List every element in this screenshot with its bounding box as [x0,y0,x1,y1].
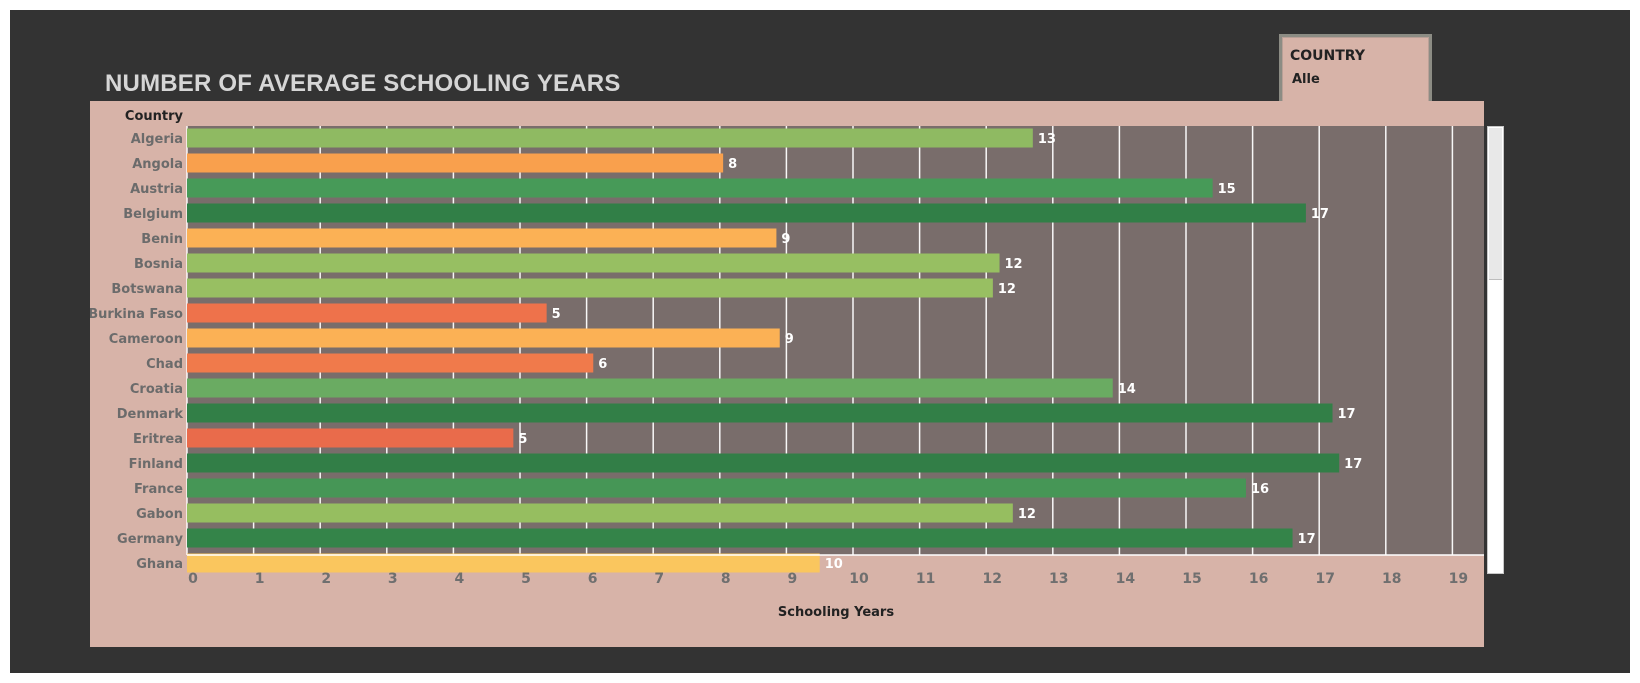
axis-layer: 0 1 2 3 4 5 6 7 8 9 10 11 12 13 14 15 16 17 18 19 [187,554,1484,587]
data-label: 8 [728,157,737,172]
x-tick-label: 0 [188,571,198,587]
country-label: Chad [146,357,183,372]
country-label: Bosnia [134,257,183,272]
data-label: 6 [598,357,607,372]
country-label: Belgium [123,207,183,222]
data-label: 12 [1005,257,1023,272]
bar[interactable] [187,353,594,373]
data-label: 5 [552,307,561,322]
bar[interactable] [187,503,1013,523]
scrollbar-thumb[interactable] [1489,128,1502,280]
x-tick-label: 16 [1249,571,1268,587]
country-label: Eritrea [133,432,183,447]
bar[interactable] [187,428,514,448]
category-header: Country [125,109,184,124]
bar[interactable] [187,378,1113,398]
bar[interactable] [187,553,820,573]
x-tick-label: 11 [916,571,935,587]
data-label: 17 [1344,457,1362,472]
vertical-scrollbar[interactable] [1487,126,1504,574]
x-tick-label: 10 [849,571,869,587]
country-label: Burkina Faso [90,307,183,322]
label-layer: 13 Algeria 8 Angola 15 Austria 17 Belgium 9 Benin… [90,132,1362,572]
bar[interactable] [187,228,777,248]
data-label: 13 [1038,132,1056,147]
x-tick-label: 7 [654,571,664,587]
bar[interactable] [187,178,1213,198]
x-tick-label: 2 [321,571,331,587]
bar[interactable] [187,328,780,348]
data-label: 14 [1118,382,1136,397]
filter-label: COUNTRY [1290,48,1365,64]
country-label: Ghana [136,557,183,572]
country-label: Finland [129,457,183,472]
country-label: Cameroon [109,332,183,347]
data-label: 16 [1251,482,1269,497]
data-label: 12 [1018,507,1036,522]
bar[interactable] [187,278,993,298]
x-tick-label: 8 [721,571,731,587]
bar[interactable] [187,153,724,173]
bar[interactable] [187,478,1246,498]
country-label: Gabon [136,507,183,522]
country-label: Algeria [131,132,183,147]
x-tick-label: 17 [1315,571,1334,587]
data-label: 17 [1298,532,1316,547]
country-label: France [134,482,183,497]
data-label: 15 [1218,182,1236,197]
data-label: 17 [1338,407,1356,422]
country-label: Croatia [130,382,183,397]
filter-value[interactable]: Alle [1292,72,1320,87]
x-tick-label: 5 [521,571,531,587]
data-label: 10 [825,557,843,572]
bar-chart: 13Algeria8Angola15Austria17Belgium9Benin… [90,109,1484,620]
x-tick-label: 3 [388,571,398,587]
x-tick-label: 14 [1116,571,1136,587]
country-label: Angola [132,157,183,172]
x-tick-label: 13 [1049,571,1068,587]
x-axis-label: Schooling Years [778,605,894,620]
bar-layer [187,128,1340,573]
x-tick-label: 18 [1382,571,1401,587]
bar[interactable] [187,453,1340,473]
dashboard-title: NUMBER OF AVERAGE SCHOOLING YEARS [105,70,621,97]
chart-panel: 13 Algeria 8 Angola 15 Austria 17 Belgium 9 Benin… [90,101,1484,647]
data-label: 9 [785,332,794,347]
x-tick-label: 15 [1182,571,1201,587]
x-tick-label: 9 [788,571,798,587]
bar[interactable] [187,203,1306,223]
data-label: 12 [998,282,1016,297]
bar[interactable] [187,128,1033,148]
x-tick-label: 6 [588,571,598,587]
bar[interactable] [187,303,547,323]
x-tick-label: 4 [455,571,465,587]
country-label: Austria [130,182,183,197]
bar[interactable] [187,253,1000,273]
x-tick-label: 1 [255,571,265,587]
country-label: Botswana [111,282,183,297]
x-tick-label: 19 [1449,571,1468,587]
data-label: 5 [518,432,527,447]
x-tick-label: 12 [982,571,1001,587]
country-label: Benin [141,232,183,247]
country-label: Germany [117,532,183,547]
bar[interactable] [187,528,1293,548]
country-label: Denmark [117,407,184,422]
bar[interactable] [187,403,1333,423]
country-filter-card[interactable]: COUNTRY Alle [1279,34,1432,108]
data-label: 17 [1311,207,1329,222]
data-label: 9 [781,232,790,247]
